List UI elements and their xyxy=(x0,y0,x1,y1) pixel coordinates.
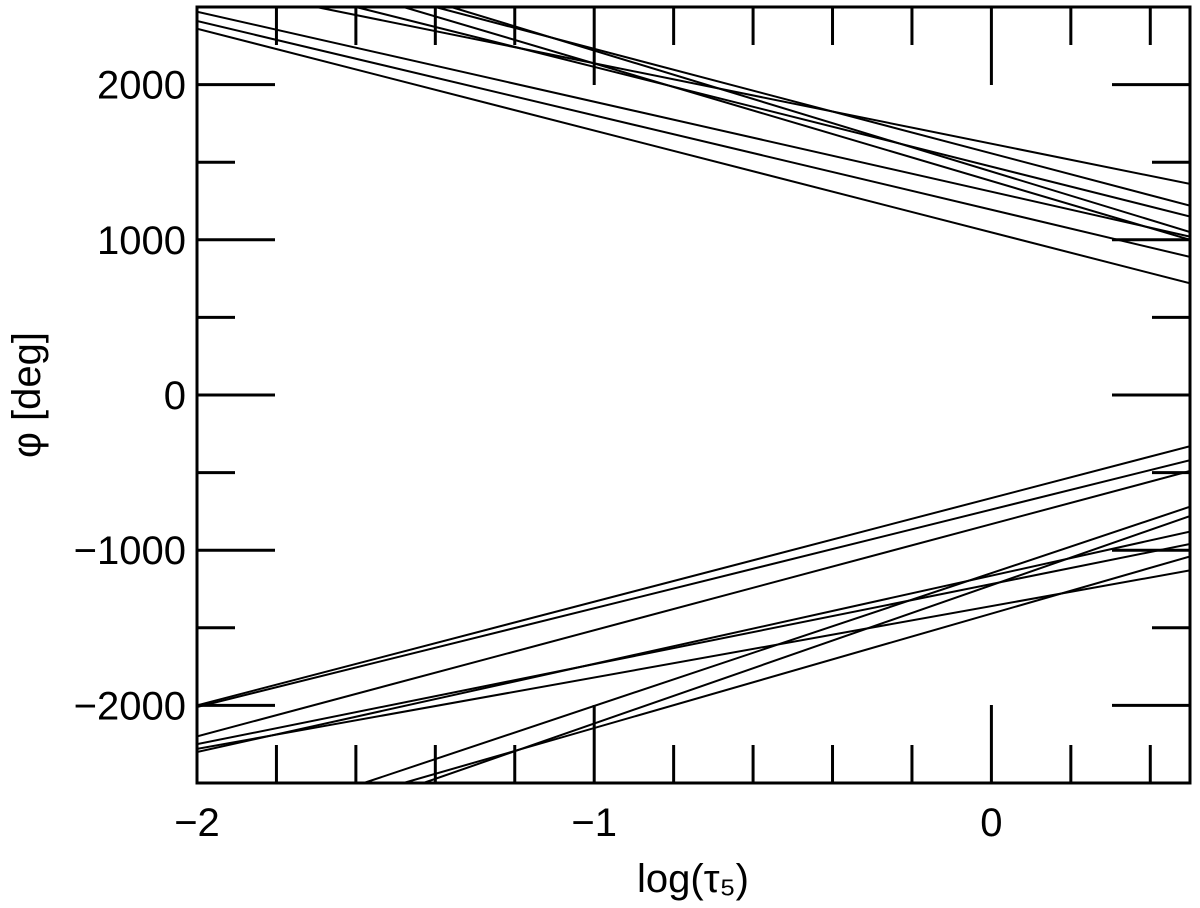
x-tick-label: 0 xyxy=(980,801,1002,845)
series-lines xyxy=(197,7,1190,783)
plot-frame xyxy=(195,5,1192,785)
x-axis-label: log(τ₅) xyxy=(637,857,749,901)
y-tick-label: −2000 xyxy=(74,684,186,728)
series-line-7 xyxy=(316,7,1190,185)
y-tick-label: 0 xyxy=(164,374,186,418)
x-tick-label: −2 xyxy=(174,801,220,845)
y-tick-label: 2000 xyxy=(97,64,186,108)
series-line-3 xyxy=(197,27,1190,285)
series-line-1 xyxy=(197,10,1190,238)
series-line-11 xyxy=(197,470,1190,738)
series-line-14 xyxy=(197,569,1190,750)
y-tick-label: 1000 xyxy=(97,219,186,263)
x-tick-label: −1 xyxy=(571,801,617,845)
series-line-5 xyxy=(403,7,1190,241)
series-line-15 xyxy=(363,505,1190,783)
series-line-17 xyxy=(403,555,1190,783)
tick-labels: −2 −1 0 2000 1000 0 −1000 −2000 xyxy=(74,64,1003,845)
series-line-13 xyxy=(197,530,1190,753)
series-line-9 xyxy=(197,445,1190,707)
series-line-8 xyxy=(435,7,1190,207)
series-line-4 xyxy=(355,7,1190,218)
series-line-10 xyxy=(197,459,1190,708)
series-line-16 xyxy=(423,515,1190,783)
y-axis-label: φ [deg] xyxy=(5,332,49,458)
y-tick-label: −1000 xyxy=(74,529,186,573)
series-line-2 xyxy=(197,20,1190,258)
series-line-12 xyxy=(197,543,1190,746)
